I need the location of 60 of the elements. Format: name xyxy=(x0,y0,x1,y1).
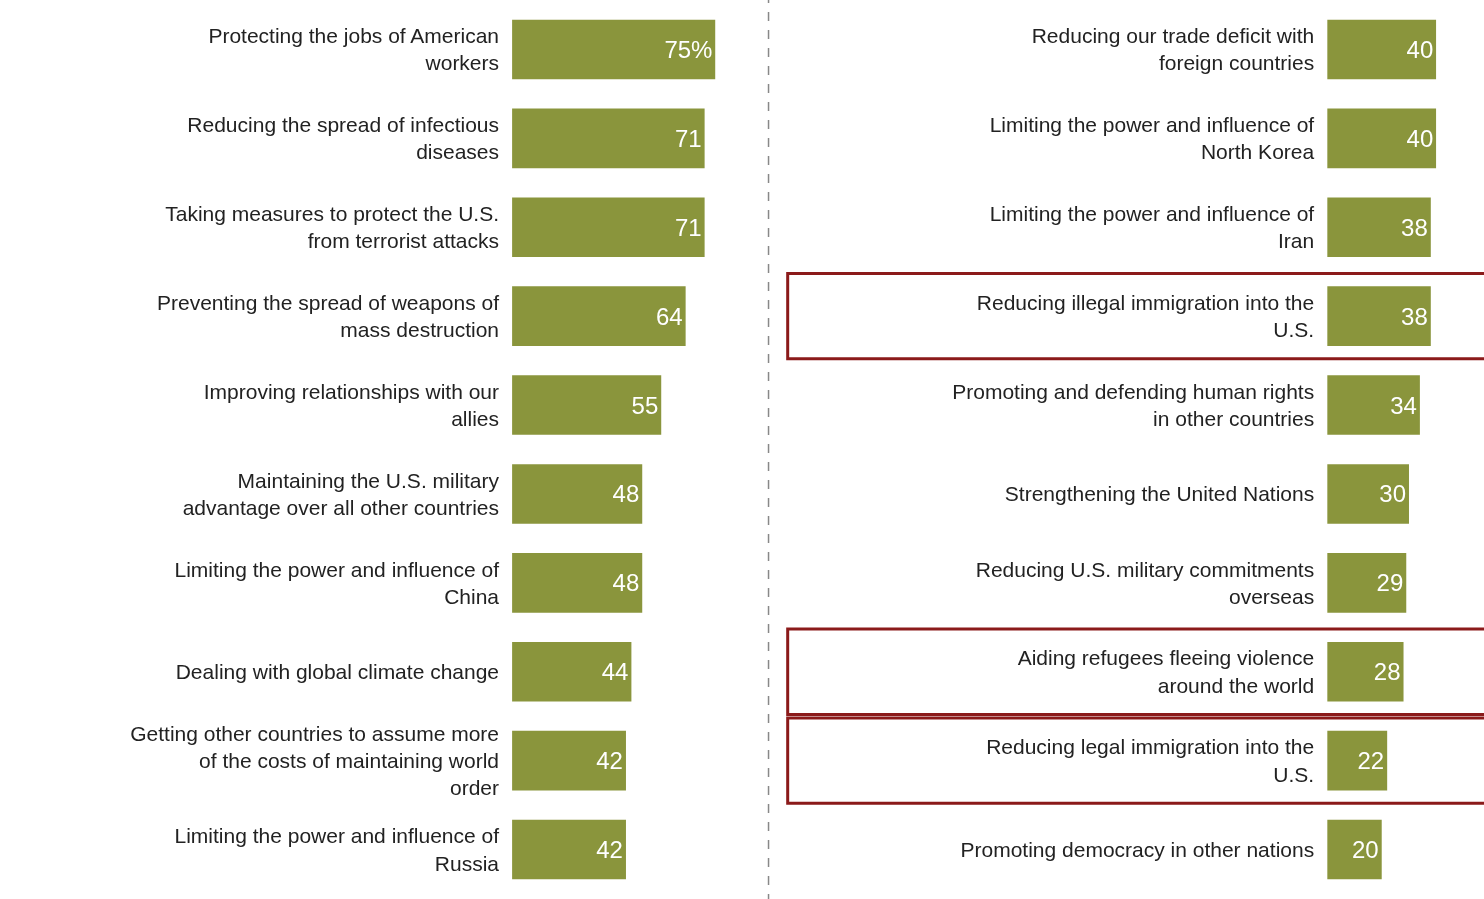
data-label: 55 xyxy=(631,391,659,419)
data-label: 71 xyxy=(674,213,702,241)
y-tick-label: Limiting the power and influence of Iran xyxy=(989,201,1315,253)
data-label: 75% xyxy=(664,35,713,63)
data-label: 44 xyxy=(601,658,629,686)
bar xyxy=(512,730,626,791)
y-tick-label: Getting other countries to assume more of the costs of maintaining world order xyxy=(130,721,500,800)
y-tick-label: Protecting the jobs of American workers xyxy=(208,24,500,75)
data-label: 64 xyxy=(655,302,683,330)
y-tick-label: Strengthening the United Nations xyxy=(1004,482,1315,506)
bar xyxy=(512,286,686,346)
y-tick-label: Reducing illegal immigration into the U.S. xyxy=(976,290,1315,342)
y-tick-label: Promoting and defending human rights in other countries xyxy=(952,379,1315,431)
bar xyxy=(1327,553,1407,613)
bar xyxy=(1327,730,1388,791)
data-label: 38 xyxy=(1401,302,1428,330)
y-tick-label: Taking measures to protect the U.S. from terrorist attacks xyxy=(165,201,500,253)
y-tick-label: Promoting democracy in other nations xyxy=(960,837,1315,861)
data-label: 29 xyxy=(1376,569,1404,597)
bar xyxy=(1327,286,1431,346)
bar xyxy=(512,464,643,524)
bar xyxy=(512,108,705,169)
y-tick-label: Reducing the spread of infectious diseases xyxy=(187,113,500,164)
bar xyxy=(512,641,632,702)
data-label: 42 xyxy=(596,836,623,864)
y-tick-label: Improving relationships with our allies xyxy=(203,379,500,431)
data-label: 40 xyxy=(1406,35,1434,63)
bar xyxy=(1327,819,1382,880)
bar xyxy=(1327,197,1431,258)
bar xyxy=(512,819,626,880)
data-label: 34 xyxy=(1390,391,1417,419)
y-tick-label: Maintaining the U.S. military advantage over all other countries xyxy=(182,468,500,519)
bar xyxy=(512,19,716,80)
data-label: 48 xyxy=(612,480,640,508)
data-label: 71 xyxy=(674,124,702,152)
y-tick-label: Limiting the power and influence of Russia xyxy=(174,824,500,875)
data-label: 20 xyxy=(1352,836,1379,864)
y-tick-label: Reducing legal immigration into the U.S. xyxy=(986,735,1315,786)
data-label: 40 xyxy=(1406,124,1434,152)
y-tick-label: Limiting the power and influence of China xyxy=(174,557,500,608)
bar xyxy=(512,553,643,613)
y-tick-label: Reducing U.S. military commitments overseas xyxy=(975,557,1315,608)
bar xyxy=(512,375,662,435)
data-label: 22 xyxy=(1357,747,1385,775)
bar xyxy=(1327,19,1437,80)
y-tick-label: Reducing our trade deficit with foreign countries xyxy=(1031,24,1315,75)
bar xyxy=(1327,641,1404,702)
bar xyxy=(1327,108,1437,169)
data-label: 42 xyxy=(596,747,623,775)
data-label: 48 xyxy=(612,569,640,597)
bar xyxy=(1327,375,1420,435)
data-label: 28 xyxy=(1373,658,1401,686)
y-tick-label: Preventing the spread of weapons of mass destruction xyxy=(156,290,500,342)
data-label: 30 xyxy=(1379,480,1406,508)
bar xyxy=(512,197,705,258)
y-tick-label: Dealing with global climate change xyxy=(175,660,500,684)
data-label: 38 xyxy=(1401,213,1428,241)
y-tick-label: Aiding refugees fleeing violence around the world xyxy=(1017,646,1315,697)
y-tick-label: Limiting the power and influence of North Korea xyxy=(989,113,1315,164)
bar xyxy=(1327,464,1409,524)
